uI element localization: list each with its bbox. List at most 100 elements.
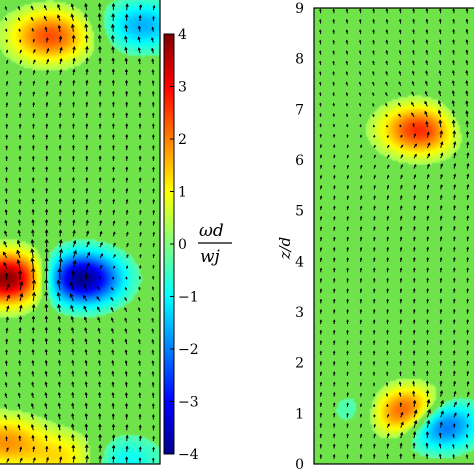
velocity-arrow-head bbox=[359, 257, 363, 260]
velocity-arrow bbox=[59, 240, 62, 248]
velocity-arrow-head bbox=[333, 184, 336, 188]
velocity-arrow-head bbox=[411, 101, 414, 105]
velocity-arrow-head bbox=[126, 254, 129, 257]
velocity-arrow-head bbox=[386, 350, 389, 354]
velocity-arrow-head bbox=[138, 166, 142, 170]
velocity-arrow-head bbox=[70, 304, 74, 309]
velocity-arrow-head bbox=[346, 381, 349, 385]
velocity-arrow-head bbox=[426, 194, 430, 198]
velocity-arrow-head bbox=[386, 124, 389, 128]
velocity-arrow-head bbox=[385, 81, 388, 85]
left-vorticity-heatmap bbox=[0, 0, 160, 464]
velocity-arrow-head bbox=[426, 419, 431, 424]
velocity-arrow-head bbox=[71, 433, 75, 438]
velocity-arrow-head bbox=[372, 360, 376, 364]
velocity-arrow-head bbox=[319, 81, 322, 85]
velocity-arrow-head bbox=[31, 166, 35, 170]
velocity-arrow-head bbox=[412, 442, 416, 446]
velocity-arrow-head bbox=[465, 434, 469, 437]
velocity-arrow-head bbox=[31, 208, 35, 213]
velocity-arrow-head bbox=[465, 100, 469, 104]
velocity-arrow-head bbox=[400, 194, 403, 198]
velocity-arrow-head bbox=[345, 8, 349, 12]
velocity-arrow-head bbox=[425, 59, 429, 63]
velocity-arrow-head bbox=[57, 413, 61, 417]
velocity-arrow-head bbox=[465, 18, 469, 22]
velocity-arrow-head bbox=[319, 184, 323, 188]
velocity-arrow-head bbox=[152, 264, 155, 268]
velocity-arrow-head bbox=[359, 246, 363, 250]
velocity-arrow-head bbox=[70, 270, 76, 275]
velocity-arrow-head bbox=[138, 413, 142, 417]
velocity-arrow-head bbox=[359, 267, 363, 271]
velocity-arrow-head bbox=[373, 257, 376, 260]
velocity-arrow-head bbox=[332, 319, 336, 323]
velocity-arrow-head bbox=[139, 209, 142, 213]
velocity-arrow-head bbox=[427, 152, 431, 157]
velocity-arrow-head bbox=[138, 155, 142, 159]
velocity-arrow-head bbox=[99, 230, 103, 235]
velocity-arrow-head bbox=[345, 60, 349, 64]
velocity-arrow-head bbox=[466, 370, 470, 374]
velocity-arrow-head bbox=[386, 403, 389, 407]
velocity-arrow-head bbox=[5, 327, 9, 331]
velocity-arrow-head bbox=[44, 413, 48, 417]
velocity-arrow-head bbox=[373, 267, 376, 271]
velocity-arrow-head bbox=[451, 119, 456, 124]
velocity-arrow-head bbox=[359, 236, 363, 240]
velocity-arrow-head bbox=[412, 29, 415, 32]
velocity-arrow-head bbox=[30, 238, 35, 244]
velocity-arrow-head bbox=[17, 229, 21, 234]
velocity-arrow-head bbox=[372, 39, 375, 43]
velocity-arrow-head bbox=[412, 308, 416, 312]
velocity-arrow-head bbox=[373, 154, 376, 158]
velocity-arrow-head bbox=[399, 236, 403, 240]
velocity-arrow-head bbox=[373, 423, 376, 427]
velocity-arrow-head bbox=[346, 123, 349, 127]
velocity-arrow-head bbox=[124, 296, 127, 300]
velocity-arrow-head bbox=[151, 90, 155, 94]
velocity-arrow-head bbox=[44, 370, 48, 374]
velocity-arrow bbox=[86, 455, 88, 463]
velocity-arrow-head bbox=[5, 155, 8, 159]
velocity-arrow-head bbox=[424, 110, 428, 115]
velocity-arrow-head bbox=[138, 101, 142, 105]
velocity-arrow-head bbox=[45, 176, 49, 181]
velocity-arrow-head bbox=[386, 308, 389, 312]
velocity-arrow-head bbox=[398, 113, 401, 116]
velocity-arrow-head bbox=[319, 164, 323, 168]
velocity-arrow-head bbox=[399, 288, 403, 291]
velocity-arrow-head bbox=[31, 219, 35, 223]
velocity-arrow-head bbox=[58, 198, 62, 202]
velocity-arrow-head bbox=[124, 13, 129, 18]
velocity-arrow-head bbox=[372, 393, 376, 396]
velocity-arrow-head bbox=[19, 292, 24, 298]
velocity-arrow-head bbox=[400, 421, 404, 426]
velocity-arrow-head bbox=[5, 338, 9, 342]
velocity-arrow-head bbox=[425, 28, 429, 32]
velocity-arrow-head bbox=[31, 348, 35, 353]
velocity-arrow-head bbox=[372, 319, 376, 323]
velocity-arrow-head bbox=[138, 370, 142, 374]
velocity-arrow-head bbox=[452, 18, 455, 22]
velocity-arrow-head bbox=[332, 308, 336, 312]
velocity-arrow-head bbox=[373, 246, 376, 250]
y-tick-label: 9 bbox=[295, 1, 304, 17]
velocity-arrow-head bbox=[440, 399, 444, 404]
velocity-arrow-head bbox=[453, 267, 456, 271]
velocity-arrow-head bbox=[451, 80, 455, 84]
velocity-arrow-head bbox=[412, 60, 415, 63]
velocity-arrow-head bbox=[5, 436, 8, 439]
velocity-arrow-head bbox=[414, 143, 417, 147]
velocity-arrow-head bbox=[412, 380, 416, 384]
velocity-arrow-head bbox=[45, 445, 49, 449]
velocity-arrow-head bbox=[152, 198, 155, 202]
velocity-arrow-head bbox=[319, 350, 323, 354]
velocity-arrow-head bbox=[31, 155, 35, 159]
velocity-arrow-head bbox=[152, 144, 155, 148]
velocity-arrow-head bbox=[71, 444, 76, 449]
velocity-arrow-head bbox=[439, 267, 443, 271]
velocity-arrow bbox=[71, 24, 74, 32]
velocity-arrow-head bbox=[98, 381, 102, 385]
velocity-arrow-head bbox=[346, 340, 349, 343]
